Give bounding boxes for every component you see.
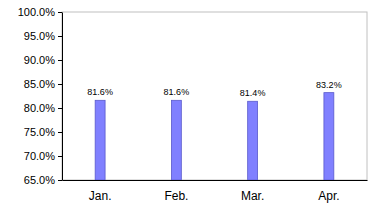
y-tick-label: 90.0%: [24, 54, 55, 66]
x-tick-label: Mar.: [241, 189, 264, 203]
y-tick: 80.0%: [24, 102, 62, 114]
x-axis-line: [63, 180, 368, 181]
bar: [171, 100, 181, 180]
y-tick-label: 95.0%: [24, 30, 55, 42]
data-label: 81.6%: [164, 87, 190, 97]
x-tick-label: Apr.: [318, 189, 339, 203]
y-tick: 85.0%: [24, 78, 62, 90]
y-tick-label: 80.0%: [24, 102, 55, 114]
y-tick-mark: [58, 12, 62, 13]
x-tick: Feb.: [164, 180, 188, 203]
x-tick: Apr.: [318, 180, 339, 203]
x-tick: Jan.: [89, 180, 112, 203]
bars: [95, 93, 334, 180]
x-tick: Mar.: [241, 180, 264, 203]
y-tick-mark: [58, 132, 62, 133]
chart: 65.0% 70.0% 75.0% 80.0% 85.0% 90.0% 95.0% 100.0…: [0, 0, 377, 209]
y-tick-mark: [58, 60, 62, 61]
y-tick-label: 70.0%: [24, 150, 55, 162]
x-tick-label: Jan.: [89, 189, 112, 203]
y-tick-mark: [58, 108, 62, 109]
y-tick: 65.0%: [24, 174, 62, 186]
y-tick-label: 75.0%: [24, 126, 55, 138]
y-axis-line: [62, 13, 63, 181]
x-axis: Jan. Feb. Mar. Apr.: [63, 180, 368, 203]
y-tick: 90.0%: [24, 54, 62, 66]
y-tick-label: 100.0%: [18, 6, 56, 18]
y-tick: 75.0%: [24, 126, 62, 138]
y-tick-mark: [58, 156, 62, 157]
plot: 65.0% 70.0% 75.0% 80.0% 85.0% 90.0% 95.0% 100.0…: [18, 6, 368, 203]
y-tick-mark: [58, 36, 62, 37]
x-tick-label: Feb.: [164, 189, 188, 203]
y-tick-label: 65.0%: [24, 174, 55, 186]
data-label: 83.2%: [316, 80, 342, 90]
data-labels: 81.6% 81.6% 81.4% 83.2%: [87, 80, 341, 99]
y-tick-mark: [58, 84, 62, 85]
y-tick-label: 85.0%: [24, 78, 55, 90]
plot-frame: [62, 12, 367, 180]
y-tick: 70.0%: [24, 150, 62, 162]
data-label: 81.4%: [240, 88, 266, 98]
bar: [95, 100, 105, 180]
y-tick: 95.0%: [24, 30, 62, 42]
y-axis: 65.0% 70.0% 75.0% 80.0% 85.0% 90.0% 95.0% 100.0…: [18, 6, 63, 186]
y-tick: 100.0%: [18, 6, 62, 18]
data-label: 81.6%: [87, 87, 113, 97]
bar: [248, 101, 258, 180]
y-tick-mark: [58, 180, 62, 181]
bar: [324, 93, 334, 180]
